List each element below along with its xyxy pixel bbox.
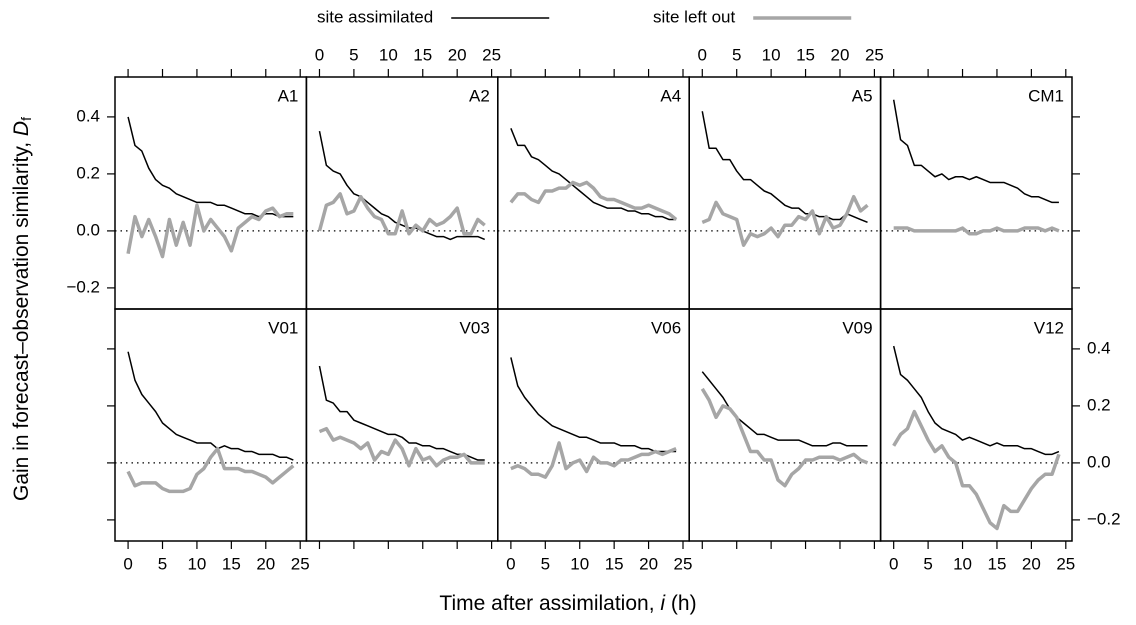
series-line bbox=[892, 99, 1059, 204]
x-axis-label: Time after assimilation, i (h) bbox=[439, 592, 696, 615]
series-line bbox=[509, 180, 678, 221]
x-tick-label: 0 bbox=[698, 45, 707, 64]
x-tick-label: 20 bbox=[639, 554, 658, 573]
series-line bbox=[127, 116, 294, 218]
y-tick-label: 0.0 bbox=[1087, 452, 1111, 471]
y-tick-label: 0.0 bbox=[76, 220, 100, 239]
x-tick-label: 15 bbox=[796, 45, 815, 64]
panel-frame bbox=[688, 76, 882, 310]
series-line bbox=[701, 111, 868, 224]
y-label-var: D bbox=[10, 121, 33, 136]
series-line bbox=[318, 365, 485, 461]
x-tick-label: 25 bbox=[1056, 554, 1075, 573]
x-tick-label: 20 bbox=[448, 45, 467, 64]
y-tick-label: −0.2 bbox=[1087, 509, 1121, 528]
panel-title: A1 bbox=[278, 86, 299, 105]
y-axis-label: Gain in forecast–observation similarity,… bbox=[10, 117, 34, 501]
series-line bbox=[318, 131, 486, 241]
panel-title: A5 bbox=[852, 86, 873, 105]
x-tick-label: 15 bbox=[413, 45, 432, 64]
y-label-text: Gain in forecast–observation similarity, bbox=[10, 142, 33, 501]
panel-frame bbox=[497, 308, 690, 542]
panel-frame bbox=[497, 76, 690, 310]
series-line bbox=[317, 192, 486, 236]
series-line bbox=[510, 357, 677, 453]
series-line bbox=[700, 387, 869, 488]
x-tick-label: 10 bbox=[953, 554, 972, 573]
legend-label: site left out bbox=[653, 7, 735, 26]
x-tick-label: 5 bbox=[158, 554, 167, 573]
panel-title: V06 bbox=[651, 318, 681, 337]
series-line bbox=[510, 441, 677, 479]
panel-frame bbox=[879, 308, 1073, 542]
panel-title: CM1 bbox=[1028, 86, 1064, 105]
series-line bbox=[892, 409, 1061, 531]
x-tick-label: 5 bbox=[923, 554, 932, 573]
series-line bbox=[701, 194, 869, 247]
panel-title: V09 bbox=[842, 318, 872, 337]
series-line bbox=[893, 226, 1060, 236]
x-tick-label: 15 bbox=[222, 554, 241, 573]
x-tick-label: 15 bbox=[605, 554, 624, 573]
x-tick-label: 10 bbox=[187, 554, 206, 573]
x-tick-label: 25 bbox=[865, 45, 884, 64]
panel-frame bbox=[305, 76, 499, 310]
panel-frame bbox=[114, 308, 308, 542]
x-tick-label: 0 bbox=[123, 554, 132, 573]
x-label-var: i bbox=[660, 592, 666, 615]
x-tick-label: 25 bbox=[482, 45, 501, 64]
y-tick-label: 0.2 bbox=[1087, 395, 1111, 414]
series-line bbox=[126, 203, 294, 259]
y-tick-label: 0.2 bbox=[76, 163, 100, 182]
panel-title: A2 bbox=[469, 86, 490, 105]
panel-frame bbox=[879, 76, 1073, 310]
y-tick-label: −0.2 bbox=[66, 277, 100, 296]
panel-frame bbox=[114, 76, 308, 310]
x-tick-label: 10 bbox=[570, 554, 589, 573]
panel-frame bbox=[305, 308, 499, 542]
x-tick-label: 10 bbox=[379, 45, 398, 64]
x-tick-label: 0 bbox=[315, 45, 324, 64]
x-tick-label: 5 bbox=[732, 45, 741, 64]
x-tick-label: 20 bbox=[256, 554, 275, 573]
x-tick-label: 25 bbox=[674, 554, 693, 573]
panel-frame bbox=[688, 308, 882, 542]
panel-title: V03 bbox=[460, 318, 490, 337]
legend-label: site assimilated bbox=[317, 7, 433, 26]
x-label-text: Time after assimilation, bbox=[439, 592, 654, 615]
panel-title: V01 bbox=[268, 318, 298, 337]
x-tick-label: 20 bbox=[1022, 554, 1041, 573]
y-tick-label: 0.4 bbox=[76, 106, 100, 125]
x-tick-label: 0 bbox=[889, 554, 898, 573]
x-tick-label: 25 bbox=[291, 554, 310, 573]
x-tick-label: 20 bbox=[831, 45, 850, 64]
x-tick-label: 10 bbox=[762, 45, 781, 64]
y-label-sub: f bbox=[18, 117, 34, 121]
x-tick-label: 5 bbox=[541, 554, 550, 573]
panel-title: V12 bbox=[1034, 318, 1064, 337]
series-line bbox=[892, 345, 1060, 456]
panel-title: A4 bbox=[660, 86, 681, 105]
x-label-unit: (h) bbox=[671, 592, 697, 615]
x-tick-label: 0 bbox=[506, 554, 515, 573]
series-line bbox=[127, 351, 294, 461]
x-tick-label: 15 bbox=[987, 554, 1006, 573]
y-tick-label: 0.4 bbox=[1087, 338, 1111, 357]
x-tick-label: 5 bbox=[349, 45, 358, 64]
series-line bbox=[126, 446, 295, 494]
series-line bbox=[318, 426, 485, 468]
series-line bbox=[510, 128, 677, 221]
